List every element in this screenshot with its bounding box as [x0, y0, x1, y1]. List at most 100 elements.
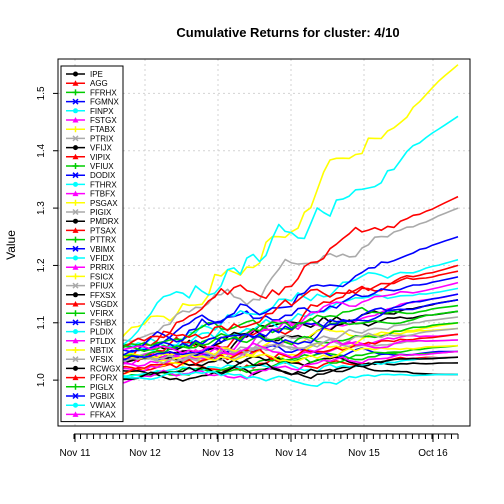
legend-label-ptldx: PTLDX: [90, 337, 116, 346]
legend-marker-vwiax: [73, 402, 78, 408]
series-line-fthrx: [73, 258, 459, 368]
x-tick-label: Nov 12: [129, 448, 161, 459]
x-tick-label: Oct 16: [418, 448, 448, 459]
legend-marker-ptsax: [72, 227, 79, 233]
legend-marker-prrix: [72, 264, 79, 270]
legend-label-pttrx: PTTRX: [90, 236, 117, 245]
legend-marker-vbimx: [72, 245, 79, 252]
legend-marker-pfiux: [72, 282, 79, 289]
series-line-ffkax: [73, 339, 459, 359]
legend-label-fstgx: FSTGX: [90, 116, 117, 125]
series-line-vfidx: [73, 115, 459, 372]
legend-marker-pgbix: [72, 392, 79, 400]
legend-label-pfiux: PFIUX: [90, 282, 114, 291]
series-line-fshbx: [73, 299, 459, 368]
y-tick-label: 1.0: [36, 373, 47, 387]
legend-label-nbtix: NBTIX: [90, 346, 114, 355]
legend-label-ftbfx: FTBFX: [90, 190, 116, 199]
legend-label-dodix: DODIX: [90, 171, 116, 180]
legend-marker-agg: [72, 80, 79, 86]
legend-marker-vfidx: [73, 255, 78, 261]
y-tick-label: 1.5: [36, 86, 47, 100]
legend-marker-psgax: [72, 199, 79, 206]
legend-label-pforx: PFORX: [90, 374, 118, 383]
legend-label-vbimx: VBIMX: [90, 245, 116, 254]
series-line-fsicx: [73, 327, 459, 359]
legend-marker-vfsix: [72, 356, 79, 363]
legend-label-ffkax: FFKAX: [90, 410, 116, 419]
legend-marker-finpx: [73, 108, 78, 114]
legend-label-pgbix: PGBIX: [90, 392, 115, 401]
legend-marker-piglx: [72, 383, 79, 390]
legend-label-psgax: PSGAX: [90, 199, 118, 208]
legend-marker-ffkax: [72, 411, 79, 417]
series-line-vfsix: [73, 327, 459, 370]
series-line-pforx: [73, 270, 459, 353]
legend-marker-vfiux: [72, 163, 79, 169]
legend-marker-vsgdx: [72, 301, 79, 307]
y-tick-label: 1.3: [36, 201, 47, 215]
x-tick-label: Nov 11: [60, 448, 91, 459]
legend-label-pldix: PLDIX: [90, 328, 114, 337]
legend-label-vipix: VIPIX: [90, 153, 111, 162]
legend-label-ffxsx: FFXSX: [90, 291, 116, 300]
legend-marker-ftabx: [72, 126, 79, 133]
x-tick-label: Nov 15: [348, 448, 380, 459]
legend-marker-fshbx: [72, 319, 79, 326]
x-tick-label: Nov 13: [202, 448, 234, 459]
legend-marker-pforx: [72, 374, 79, 381]
legend-label-agg: AGG: [90, 79, 108, 88]
legend-marker-dodix: [72, 172, 79, 179]
chart-title: Cumulative Returns for cluster: 4/10: [176, 25, 399, 40]
legend-label-vfidx: VFIDX: [90, 254, 114, 263]
legend-label-ffrhx: FFRHX: [90, 88, 117, 97]
series-line-pgbix: [73, 293, 459, 372]
legend-label-vfiux: VFIUX: [90, 162, 114, 171]
legend-marker-nbtix: [72, 347, 79, 353]
legend-label-vfirx: VFIRX: [90, 309, 114, 318]
legend-label-ipe: IPE: [90, 70, 103, 79]
series-line-piglx: [73, 310, 459, 363]
legend-marker-fthrx: [73, 181, 78, 187]
legend-marker-rcwgx: [73, 365, 78, 371]
legend-marker-ffxsx: [73, 292, 78, 298]
legend-box: [60, 65, 124, 423]
legend-marker-pttrx: [72, 236, 79, 243]
series-line-vwiax: [73, 370, 459, 388]
legend-marker-ipe: [73, 71, 78, 77]
y-axis-label: Value: [4, 230, 18, 260]
legend-marker-fstgx: [72, 117, 79, 123]
legend-label-pmdrx: PMDRX: [90, 217, 120, 226]
legend-marker-ptldx: [72, 337, 79, 344]
legend-marker-pigix: [72, 208, 79, 216]
legend-label-rcwgx: RCWGX: [90, 364, 121, 373]
legend: IPEAGGFFRHXFGMNXFINPXFSTGXFTABXPTRIXVFIJ…: [60, 65, 124, 423]
legend-label-fshbx: FSHBX: [90, 318, 117, 327]
legend-label-finpx: FINPX: [90, 107, 114, 116]
legend-label-pigix: PIGIX: [90, 208, 112, 217]
series-line-psgax: [73, 64, 459, 386]
legend-marker-fsicx: [72, 273, 79, 280]
series-line-pttrx: [73, 304, 459, 354]
legend-label-vfijx: VFIJX: [90, 144, 112, 153]
x-tick-label: Nov 14: [275, 448, 307, 459]
legend-label-ptrix: PTRIX: [90, 134, 114, 143]
legend-label-vwiax: VWIAX: [90, 401, 116, 410]
legend-marker-fgmnx: [72, 98, 79, 105]
legend-marker-pldix: [73, 329, 78, 335]
legend-marker-ftbfx: [72, 190, 79, 197]
legend-marker-pmdrx: [73, 218, 78, 224]
series-line-ffxsx: [73, 365, 458, 382]
legend-label-piglx: PIGLX: [90, 383, 114, 392]
legend-label-prrix: PRRIX: [90, 263, 115, 272]
legend-label-vfsix: VFSIX: [90, 355, 114, 364]
legend-label-vsgdx: VSGDX: [90, 300, 119, 309]
legend-label-ftabx: FTABX: [90, 125, 116, 134]
legend-marker-ptrix: [72, 135, 79, 142]
x-axis: Nov 11 Nov 12 Nov 13 Nov 14 Nov 15 Oct 16: [60, 433, 459, 459]
series-line-pldix: [73, 356, 459, 377]
series-lines: [73, 64, 459, 388]
legend-marker-ffrhx: [72, 89, 79, 96]
y-tick-label: 1.4: [36, 143, 47, 157]
